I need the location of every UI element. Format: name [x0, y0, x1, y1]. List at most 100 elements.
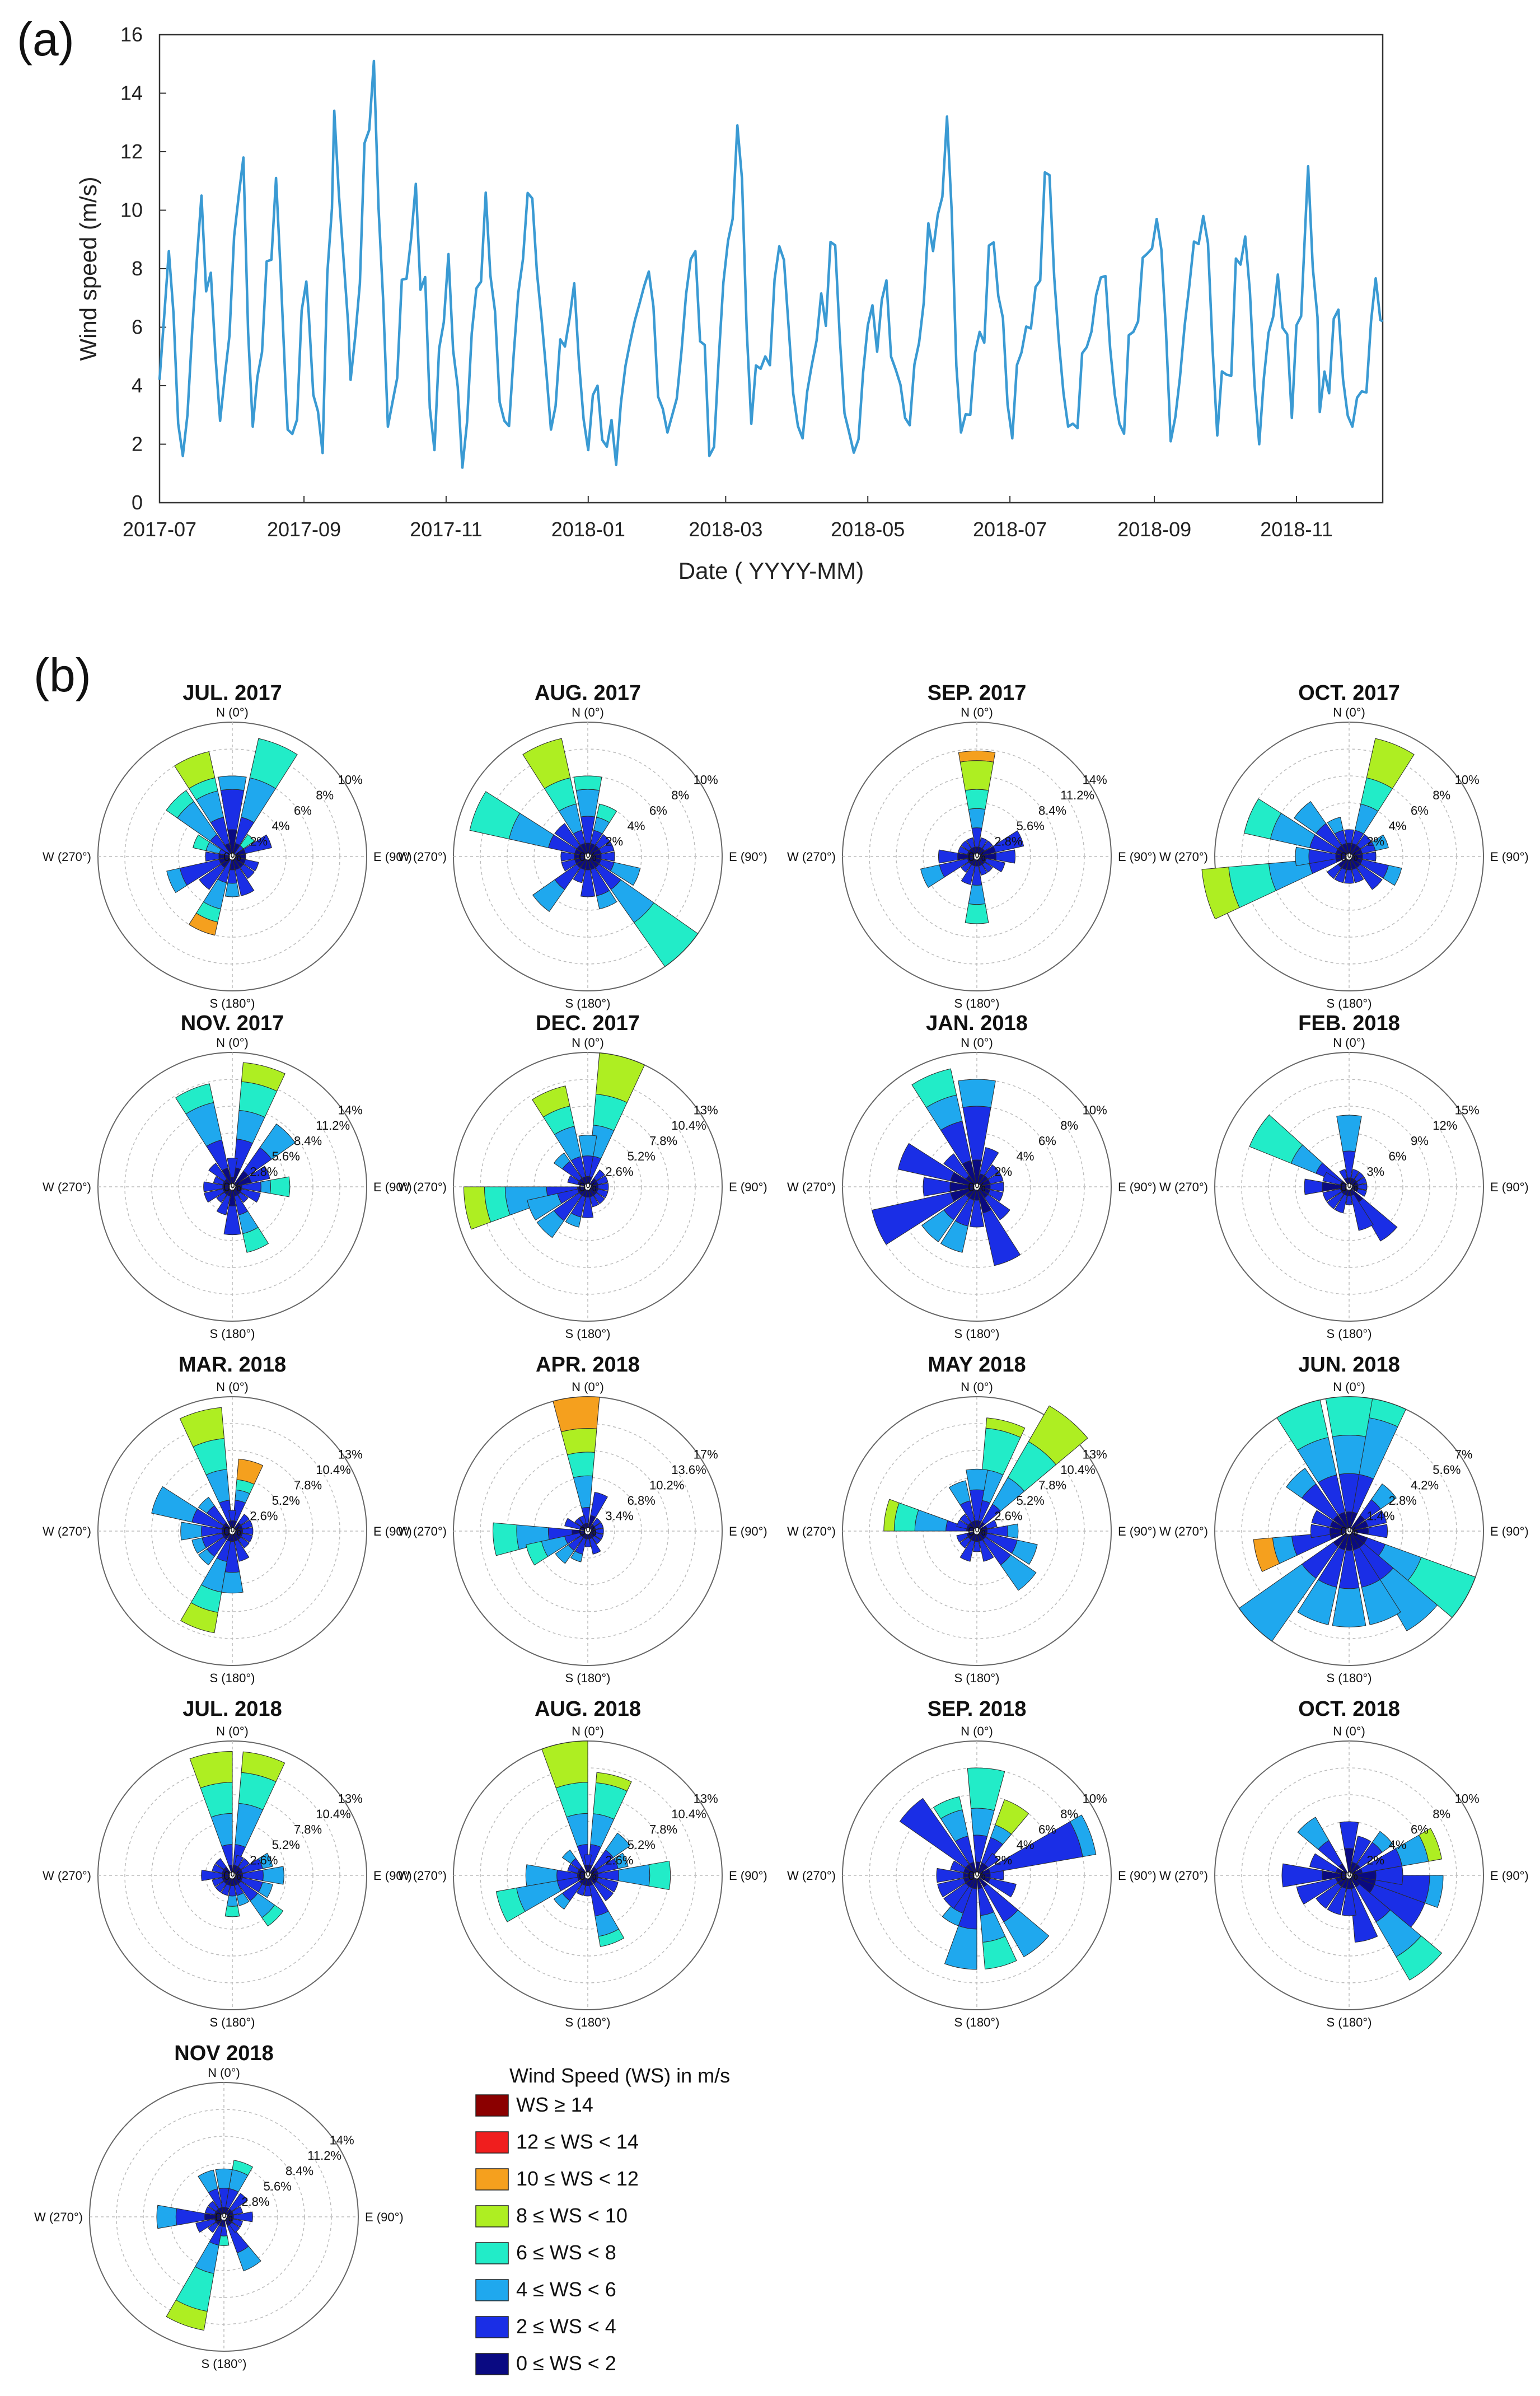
- petal-segment: [236, 2245, 261, 2272]
- wind-rose: SEP. 2017 2.8%5.6% 8.4%11.2%14% 0% N (0°) S (…: [787, 681, 1157, 1010]
- legend-label: 10 ≤ WS < 12: [516, 2167, 639, 2190]
- petal-segment: [216, 1192, 227, 1203]
- petal-segment: [1294, 801, 1327, 834]
- legend-swatch: [475, 2279, 509, 2301]
- compass-e: E (90°): [365, 2210, 404, 2224]
- petal-segment: [233, 2211, 253, 2222]
- wind-rose-title: AUG. 2017: [535, 681, 641, 705]
- wind-rose: NOV 2018 2.8%5.6%8.4%11.2% 14% 0% N (0°) S (1…: [34, 2042, 404, 2371]
- wind-rose-title: AUG. 2018: [535, 1697, 641, 1721]
- y-tick-label: 2: [132, 433, 143, 456]
- legend-label: 12 ≤ WS < 14: [516, 2130, 639, 2153]
- petal-segment: [235, 1803, 264, 1848]
- petal-segment: [920, 864, 945, 888]
- ring-label: 5.2%: [628, 1149, 656, 1163]
- petal-segment: [950, 1860, 966, 1873]
- petal-segment: [584, 1885, 592, 1897]
- legend-swatch: [475, 2131, 509, 2154]
- petal-segment: [982, 1209, 1021, 1266]
- petal-segment: [221, 1883, 231, 1896]
- petal-segment: [1339, 1169, 1348, 1180]
- petal-segment: [1327, 1191, 1345, 1209]
- petal-segment: [1238, 1564, 1317, 1642]
- ring-label: 7%: [1455, 1447, 1473, 1461]
- petal-segment: [966, 837, 975, 849]
- wind-rose-title: SEP. 2018: [928, 1697, 1027, 1721]
- compass-s: S (180°): [202, 2357, 247, 2371]
- ring-label: 7.8%: [649, 1822, 677, 1836]
- compass-s: S (180°): [954, 996, 1000, 1010]
- center-label: 0%: [968, 1180, 986, 1194]
- ring-label: 13%: [338, 1447, 363, 1461]
- petal-segment: [966, 1468, 988, 1491]
- petal-segment: [605, 1832, 631, 1858]
- petal-segment: [1356, 1188, 1367, 1197]
- petal-segment: [1356, 834, 1372, 849]
- petal-segment: [1350, 1169, 1359, 1180]
- petal-segment: [224, 1905, 240, 1917]
- compass-w: W (270°): [1159, 1524, 1208, 1538]
- center-label: 0%: [579, 850, 597, 864]
- wind-rose-title: JUN. 2018: [1298, 1353, 1400, 1377]
- petal-segment: [261, 1904, 284, 1927]
- legend-swatch: [475, 2205, 509, 2227]
- petal-segment: [982, 840, 993, 851]
- petal-segment: [234, 1539, 250, 1562]
- petal-segment: [592, 1535, 601, 1545]
- center-label: 0%: [1340, 1869, 1358, 1883]
- petal-segment: [959, 1536, 972, 1548]
- petal-segment: [226, 1895, 238, 1907]
- petal-segment: [570, 1551, 583, 1562]
- ring-label: 4%: [1389, 819, 1407, 833]
- compass-w: W (270°): [787, 1180, 836, 1194]
- center-label: 0%: [1340, 1524, 1358, 1538]
- ring-label: 10.2%: [649, 1478, 684, 1492]
- petal-segment: [193, 834, 210, 851]
- petal-segment: [204, 1188, 225, 1203]
- petal-segment: [1311, 1510, 1333, 1528]
- petal-segment: [240, 864, 255, 879]
- petal-segment: [241, 1062, 285, 1092]
- petal-segment: [231, 2219, 244, 2228]
- petal-segment: [208, 1163, 227, 1182]
- petal-segment: [1253, 1537, 1280, 1573]
- petal-segment: [590, 1813, 615, 1848]
- petal-segment: [985, 1519, 998, 1529]
- wind-rose: OCT. 2017 2% 4% 6% 8% 10% 0% N (0°) S (180°) E (9…: [1159, 681, 1529, 1010]
- compass-e: E (90°): [1118, 1180, 1157, 1194]
- compass-n: N (0°): [216, 1380, 249, 1394]
- petal-segment: [961, 862, 972, 873]
- petal-segment: [224, 882, 240, 897]
- center-label: 0%: [223, 850, 241, 864]
- petal-segment: [1276, 1400, 1329, 1451]
- ring-label: 2%: [250, 834, 268, 848]
- petal-segment: [166, 790, 194, 818]
- petal-segment: [1351, 1836, 1372, 1865]
- petal-segment: [1419, 1828, 1442, 1862]
- ring-label: 2.8%: [1389, 1494, 1417, 1508]
- ring-label: 13.6%: [671, 1463, 706, 1477]
- ring-label: 6%: [1389, 1149, 1407, 1163]
- petal-segment: [203, 1181, 223, 1192]
- ring-label: 8.4%: [294, 1134, 322, 1148]
- petal-segment: [493, 1522, 519, 1556]
- petal-segment: [565, 1213, 582, 1228]
- compass-n: N (0°): [961, 705, 993, 719]
- compass-e: E (90°): [1118, 1524, 1157, 1538]
- wind-rose: JUN. 2018 1.4%2.8% 4.2%5.6% 7% 0% N (0°) S (18…: [1159, 1353, 1529, 1685]
- petal-segment: [527, 1193, 562, 1221]
- petal-segment: [1334, 1194, 1348, 1214]
- wind-rose: MAY 2018 2.6%5.2% 7.8%10.4% 13% 0% N (0°) S (1…: [787, 1353, 1157, 1685]
- petal-segment: [582, 1196, 594, 1218]
- petal-segment: [231, 2206, 244, 2215]
- petal-segment: [957, 845, 970, 855]
- compass-s: S (180°): [210, 1327, 255, 1341]
- wind-rose-title: APR. 2018: [536, 1353, 640, 1377]
- ring-label: 10%: [1455, 773, 1480, 787]
- compass-n: N (0°): [961, 1036, 993, 1050]
- petal-segment: [243, 859, 259, 872]
- petal-segment: [469, 791, 521, 840]
- petal-segment: [561, 1849, 577, 1864]
- compass-w: W (270°): [1159, 1869, 1208, 1883]
- petal-segment: [576, 1883, 586, 1896]
